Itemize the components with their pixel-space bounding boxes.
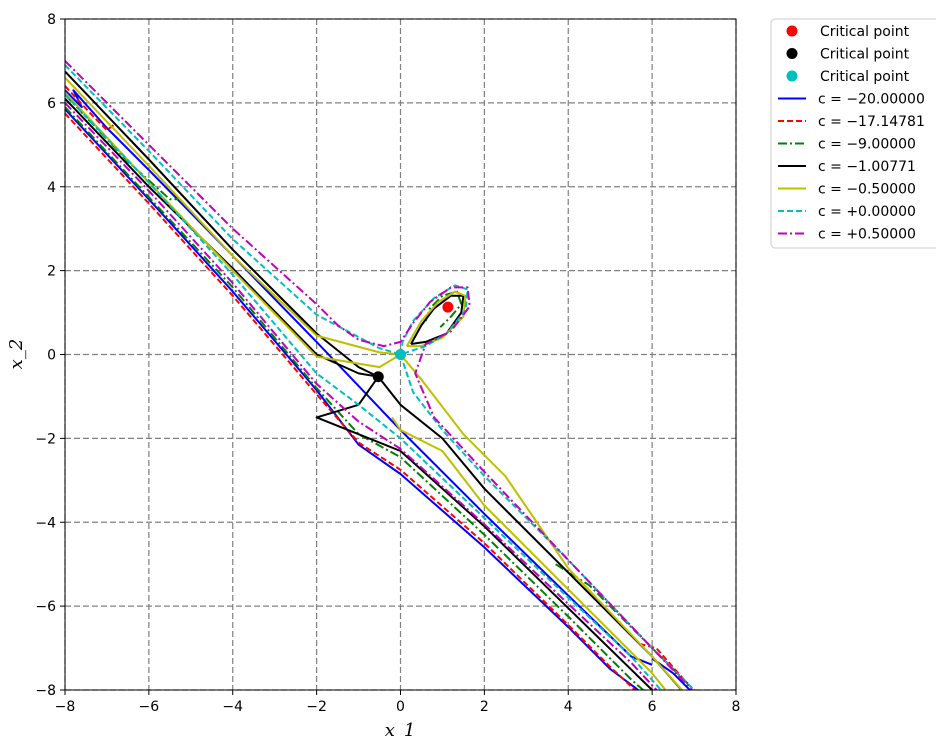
legend-label-series-2: c = −17.14781 [818,114,925,130]
y-tick-label: 2 [47,264,56,280]
legend-label-series-7: c = +0.50000 [818,227,916,243]
legend-marker-critical-point-1 [786,25,798,37]
legend-box [770,18,936,249]
critical-point-marker-1 [442,301,454,313]
x-axis-label: x_1 [385,720,416,738]
y-axis-ticks: −8 −6 −4 −2 0 2 4 6 8 [35,12,65,699]
contour-line-series-4 [65,70,379,378]
contour-lines [65,60,695,690]
y-tick-label: −4 [35,515,56,531]
y-tick-label: −6 [35,599,56,615]
y-tick-label: 0 [47,348,56,364]
contour-line-series-7 [65,102,658,690]
y-tick-label: 4 [47,180,56,196]
x-tick-label: −2 [306,699,327,715]
x-tick-label: 0 [396,699,405,715]
contour-line-series-1 [65,108,640,690]
contour-line-series-2 [65,112,637,690]
legend-label-series-1: c = −20.00000 [818,92,925,108]
critical-point-marker-3 [395,349,406,360]
x-tick-label: 8 [732,699,741,715]
y-tick-label: 6 [47,96,56,112]
contour-line-series-4 [377,376,683,690]
legend-marker-critical-point-3 [786,70,798,82]
legend-label-series-3: c = −9.00000 [818,137,916,153]
legend-label-critical-point-3: Critical point [820,69,910,85]
contour-line-series-3 [65,106,645,690]
legend-label-series-4: c = −1.00771 [818,159,916,175]
contour-line-series-4 [65,98,379,378]
legend: Critical point Critical point Critical poi… [770,18,936,249]
y-axis-label: x_2 [6,339,27,370]
y-tick-label: −8 [35,683,56,699]
contour-line-series-5 [399,353,684,690]
legend-label-critical-point-1: Critical point [820,24,910,40]
x-tick-label: −6 [139,699,160,715]
contour-line-series-1 [65,89,653,666]
critical-points [372,301,454,383]
x-axis-ticks: −8 −6 −4 −2 0 2 4 6 8 [55,690,741,715]
y-tick-label: 8 [47,12,56,28]
x-tick-label: 2 [480,699,489,715]
legend-label-series-5: c = −0.50000 [818,182,916,198]
contour-line-series-3 [65,93,179,201]
x-tick-label: 4 [564,699,573,715]
legend-marker-critical-point-2 [786,48,798,59]
critical-point-marker-2 [372,371,384,383]
legend-label-critical-point-2: Critical point [820,47,910,63]
y-tick-label: −2 [35,431,56,447]
x-tick-label: −4 [222,699,243,715]
contour-line-series-6 [65,64,401,356]
contour-line-series-5 [391,416,667,690]
contour-line-series-6 [65,93,663,690]
x-tick-label: −8 [55,699,76,715]
x-tick-label: 6 [648,699,657,715]
contour-line-series-7 [65,60,694,690]
contour-line-series-5 [65,77,401,356]
legend-label-series-6: c = +0.00000 [818,204,916,220]
